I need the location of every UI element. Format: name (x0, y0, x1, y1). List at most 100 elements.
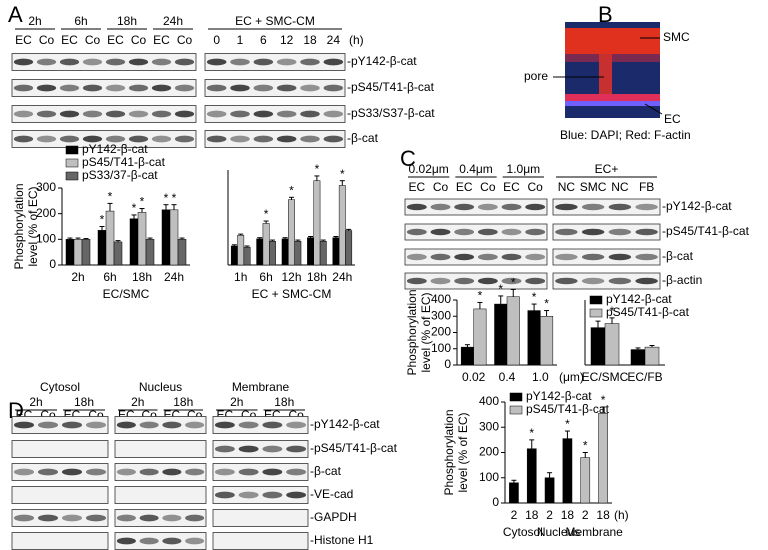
row-label: -pY142-β-cat (347, 54, 417, 68)
group-header: 2h (230, 395, 243, 409)
blot-band (82, 135, 103, 143)
blot-band (151, 135, 172, 143)
lane-label: 12 (280, 33, 294, 47)
blot-band (430, 253, 451, 261)
lane-label: FB (639, 180, 654, 194)
group-header: 2h (29, 395, 42, 409)
bar (97, 230, 107, 266)
blot-band (238, 445, 259, 453)
blot-band (82, 58, 103, 66)
blot-strip (204, 130, 346, 148)
bar (169, 209, 179, 266)
blot-strip (552, 198, 661, 216)
lane-label: Co (527, 180, 543, 194)
legend-label: pS45/T41-β-cat (606, 305, 690, 319)
blot-band (230, 84, 250, 92)
blot-band (230, 110, 250, 118)
lane-label: NC (558, 180, 576, 194)
blot-strip (212, 463, 309, 481)
lane-label: Co (177, 33, 193, 47)
blot-band (85, 468, 107, 476)
blot-band (206, 110, 227, 118)
image-label: EC (664, 112, 681, 126)
blot-band (105, 58, 126, 66)
legend-swatch (589, 295, 603, 305)
blot-band (85, 421, 107, 429)
blot-band (501, 253, 522, 261)
y-tick-label: 100 (479, 470, 499, 484)
blot-band (525, 203, 546, 211)
y-axis-label: level (% of EC) (419, 292, 433, 372)
lane-label: 18 (303, 33, 317, 47)
blot-band (253, 135, 274, 143)
blot-strip (212, 440, 309, 458)
blot-strip (11, 416, 109, 434)
blot-band (323, 135, 344, 143)
strip-header: Nucleus (139, 380, 182, 394)
blot-band (162, 537, 182, 545)
y-axis-label: level (% of EC) (26, 186, 40, 266)
blot-strip (114, 463, 207, 481)
bar (630, 349, 646, 366)
significance-mark: * (511, 276, 516, 290)
smc-layer (565, 28, 660, 54)
bar (262, 223, 270, 266)
blot-band (59, 84, 80, 92)
group-header: 0.02μm (409, 162, 449, 176)
blot-band (406, 253, 427, 261)
y-axis-label: Phosphorylation (12, 183, 26, 269)
blot-band (128, 110, 149, 118)
blot-strip (404, 223, 548, 241)
blot-band (13, 84, 34, 92)
blot-strip (404, 272, 548, 290)
row-label: -β-cat (347, 131, 379, 145)
lane-label: 0 (213, 33, 220, 47)
significance-mark: * (601, 393, 606, 407)
group-header: 18h (173, 395, 193, 409)
significance-mark: * (610, 304, 615, 318)
blot-band (128, 84, 149, 92)
y-axis-label: Phosphorylation (405, 289, 419, 375)
blot-band (253, 84, 274, 92)
bar (473, 308, 487, 366)
significance-mark: * (172, 191, 177, 205)
legend-swatch (509, 392, 523, 402)
blot-band (276, 58, 297, 66)
bar (332, 237, 340, 266)
y-tick-label: 0 (492, 495, 499, 509)
blot-strip (212, 486, 309, 504)
panel-letter: B (598, 2, 613, 27)
significance-mark: * (529, 426, 534, 440)
blot-band (59, 110, 80, 118)
lane-label: EC (503, 180, 520, 194)
row-label: -pS33/S37-β-cat (347, 106, 435, 120)
blot-band (85, 514, 107, 522)
significance-mark: * (108, 190, 113, 204)
bar (460, 346, 474, 366)
bar (544, 477, 555, 504)
blot-band (477, 228, 498, 236)
group-header: 1.0μm (507, 162, 541, 176)
bar (506, 296, 520, 366)
blot-band (36, 84, 57, 92)
lane-label: EC (61, 33, 78, 47)
blot-band (501, 277, 522, 285)
lane-label: EC (456, 180, 473, 194)
blot-strip (11, 130, 197, 148)
blot-band (608, 253, 632, 261)
bar (73, 239, 83, 266)
blot-band (105, 110, 126, 118)
blot-band (635, 203, 658, 211)
blot-band (36, 110, 57, 118)
bar (65, 239, 75, 266)
group-header: 0.4μm (459, 162, 493, 176)
blot-band (608, 277, 632, 285)
blot-band (300, 84, 320, 92)
x-tick-label: 6h (103, 270, 116, 284)
lane-label: SMC (580, 180, 607, 194)
bar (527, 310, 541, 366)
bar (243, 246, 251, 266)
bar (509, 482, 519, 504)
panel-letter: A (8, 2, 23, 27)
y-tick-label: 100 (431, 341, 451, 355)
